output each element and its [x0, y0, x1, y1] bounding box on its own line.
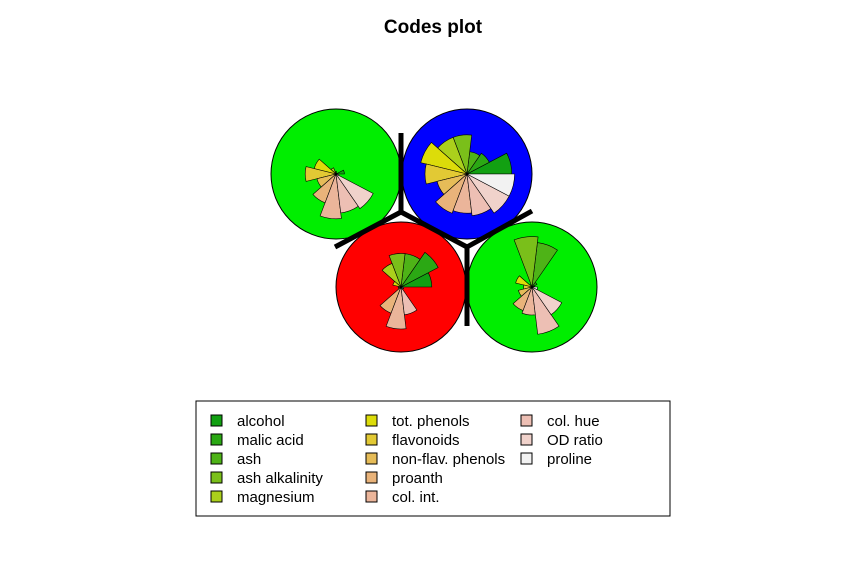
legend-label: ash alkalinity [237, 470, 323, 487]
legend-swatch [520, 414, 533, 427]
legend-swatch [520, 452, 533, 465]
segment-flavonoids [424, 163, 468, 185]
legend-label: non-flav. phenols [392, 451, 505, 468]
legend-label: proline [547, 451, 592, 468]
segment-proline [466, 173, 515, 197]
segment-col-hue [400, 286, 418, 316]
segment-od-ratio [531, 286, 563, 316]
legend-swatch [210, 433, 223, 446]
segment-ash-alkalinity [513, 236, 539, 288]
segment-od-ratio [335, 173, 374, 209]
unit-top-right [401, 108, 533, 240]
segment-tot-phenols [515, 275, 533, 288]
legend-swatch [365, 433, 378, 446]
chart-title: Codes plot [384, 17, 483, 38]
legend-box [195, 400, 671, 517]
legend-swatch [210, 414, 223, 427]
unit-borders [333, 133, 534, 326]
legend-swatch [365, 452, 378, 465]
segment-magnesium [381, 263, 402, 288]
legend-swatch [365, 490, 378, 503]
codes-units [270, 108, 598, 353]
segment-ash-alkalinity [388, 253, 406, 288]
legend-swatch [210, 452, 223, 465]
legend-label: col. int. [392, 489, 440, 506]
segment-flavonoids [304, 166, 337, 182]
legend-label: malic acid [237, 432, 304, 449]
segment-malic-acid [400, 252, 439, 288]
segment-col-int- [319, 173, 342, 220]
legend-label: alcohol [237, 413, 285, 430]
segment-col-int- [385, 286, 407, 330]
legend-label: proanth [392, 470, 443, 487]
legend-swatch [365, 414, 378, 427]
legend: alcohol malic acid ash ash alkalinity magnes… [195, 400, 671, 517]
unit-border-line [333, 209, 403, 250]
segment-proline [400, 286, 405, 289]
legend-swatch [210, 490, 223, 503]
legend-label: tot. phenols [392, 413, 470, 430]
legend-label: ash [237, 451, 261, 468]
legend-label: col. hue [547, 413, 600, 430]
segment-alcohol [335, 169, 345, 175]
legend-label: magnesium [237, 489, 315, 506]
segment-col-hue [531, 286, 560, 335]
segment-tot-phenols [420, 142, 468, 175]
unit-border-line [465, 208, 534, 250]
legend-swatch [520, 433, 533, 446]
legend-label: flavonoids [392, 432, 460, 449]
segment-proline [531, 286, 538, 291]
legend-swatch [210, 471, 223, 484]
segment-proline [335, 173, 340, 176]
legend-label: OD ratio [547, 432, 603, 449]
unit-border-line [399, 209, 469, 250]
segment-proanth [435, 173, 468, 214]
legend-swatch [365, 471, 378, 484]
unit-top-left [270, 108, 402, 240]
segment-malic-acid [466, 152, 490, 175]
unit-bottom-left [335, 221, 467, 353]
segment-tot-phenols [392, 281, 402, 288]
unit-bottom-right [466, 221, 598, 353]
